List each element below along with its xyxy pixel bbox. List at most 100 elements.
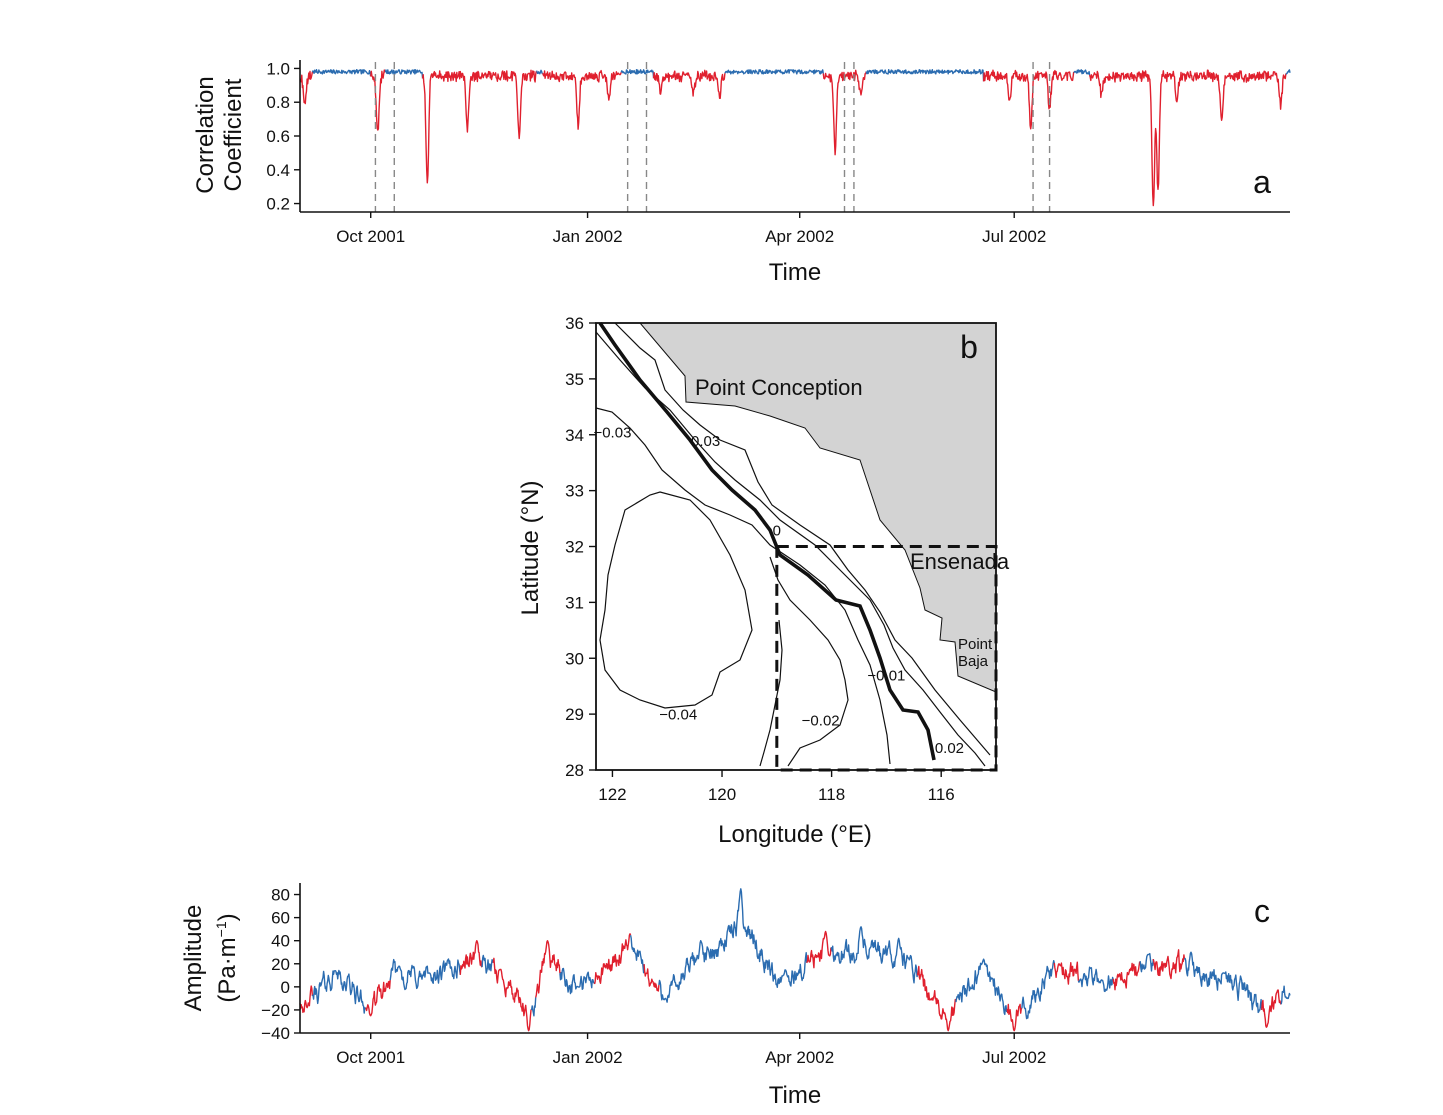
panel-c-ylabel-unit: (Pa·m [214, 937, 241, 1002]
panel-c-low-segment [806, 930, 832, 969]
panel-b-ylabel: Latitude (°N) [517, 481, 544, 616]
panel-c-high-segment [389, 958, 461, 991]
panel-a: 1.0 0.8 0.6 0.4 0.2 Oct 2001 Jan 2002 Apr 2002… [192, 59, 1291, 286]
panel-b-letter: b [960, 329, 978, 365]
panel-a-y-ticks: 1.0 0.8 0.6 0.4 0.2 [266, 59, 300, 214]
contour-0.03 [614, 322, 991, 756]
panel-c-ylabel-line2: (Pa·m−1) [213, 913, 241, 1002]
panel-a-low-segment [652, 69, 726, 100]
panel-c-letter: c [1254, 893, 1270, 929]
panel-b-xlabel: Longitude (°E) [718, 821, 872, 848]
panel-c-ylabel-close: ) [214, 913, 241, 921]
panel-c-high-segment [530, 997, 537, 1017]
contour-label: −0.01 [867, 668, 905, 685]
panel-c-ylabel-sup: −1 [213, 921, 229, 937]
x-tick-label: Apr 2002 [765, 227, 834, 246]
contour-label: −0.03 [593, 425, 631, 442]
panel-c-high-segment [629, 935, 645, 974]
contour-label: 0 [773, 522, 781, 539]
panel-a-low-segment [542, 69, 622, 130]
lat-tick-label: 35 [565, 370, 584, 389]
contour-minus-0.03 [595, 407, 891, 765]
lon-tick-label: 118 [818, 785, 845, 804]
panel-c-low-segment [535, 940, 561, 998]
panel-c: 80 60 40 20 0 −20 −40 Oct 2001 Jan 2002 Apr 2002… [180, 883, 1291, 1109]
panel-c-x-ticks: Oct 2001 Jan 2002 Apr 2002 Jul 2002 [336, 1033, 1046, 1067]
lat-tick-label: 36 [565, 314, 584, 333]
y-tick-label: 60 [271, 909, 290, 928]
y-tick-label: 20 [271, 955, 290, 974]
contour-minus-0.04 [599, 491, 753, 709]
x-tick-label: Jan 2002 [553, 1048, 623, 1067]
panel-a-low-segment [370, 69, 386, 131]
panel-c-low-segment [1112, 961, 1141, 991]
lon-tick-label: 122 [598, 785, 626, 804]
panel-c-high-segment [1021, 960, 1055, 1020]
y-tick-label: 0.8 [266, 93, 290, 112]
panel-b: 122 120 118 116 36 35 34 33 32 31 30 29 28 0.03 −0.03… [517, 314, 1010, 848]
label-point-conception: Point Conception [695, 375, 863, 400]
panel-a-event-markers [374, 62, 1051, 212]
lat-tick-label: 33 [565, 482, 584, 501]
panel-a-high-segment [865, 68, 985, 82]
contour-label: −0.04 [659, 707, 697, 724]
panel-a-low-segment [421, 69, 537, 184]
y-tick-label: 0.4 [266, 161, 290, 180]
x-tick-label: Jul 2002 [982, 1048, 1046, 1067]
panel-a-low-segment [982, 69, 1075, 130]
panel-c-high-segment [658, 888, 808, 1003]
panel-c-high-segment [1077, 966, 1114, 993]
map-ticks: 122 120 118 116 36 35 34 33 32 31 30 29 28 [565, 314, 955, 804]
y-tick-label: 40 [271, 932, 290, 951]
x-tick-label: Apr 2002 [765, 1048, 834, 1067]
panel-a-x-ticks: Oct 2001 Jan 2002 Apr 2002 Jul 2002 [336, 212, 1046, 246]
x-tick-label: Oct 2001 [336, 227, 405, 246]
panel-c-low-segment [1053, 961, 1080, 985]
panel-a-xlabel: Time [769, 259, 821, 286]
y-tick-label: −20 [261, 1001, 290, 1020]
panel-c-high-segment [1139, 952, 1154, 973]
y-tick-label: 0.6 [266, 127, 290, 146]
panel-a-high-segment [1073, 69, 1091, 76]
panel-c-high-segment [830, 926, 919, 984]
panel-a-high-segment [1285, 69, 1291, 75]
contour-labels: 0.03 −0.03 0 −0.01 −0.02 −0.04 0.02 [593, 425, 964, 758]
lat-tick-label: 30 [565, 649, 584, 668]
label-point-baja-2: Baja [958, 653, 989, 670]
contour-label: 0.02 [935, 740, 964, 757]
panel-a-high-segment [536, 69, 544, 75]
lat-tick-label: 29 [565, 705, 584, 724]
lon-tick-label: 116 [928, 785, 955, 804]
panel-a-high-segment [311, 68, 372, 77]
lat-tick-label: 31 [565, 593, 584, 612]
contour-minus-0.02 [769, 556, 849, 767]
panel-c-low-segment [1006, 1003, 1023, 1032]
panel-a-low-segment [299, 70, 314, 105]
panel-c-xlabel: Time [769, 1082, 821, 1109]
lon-tick-label: 120 [708, 785, 736, 804]
panel-a-high-segment [384, 69, 424, 79]
panel-c-high-segment [955, 958, 1008, 1016]
panel-a-ylabel-line1: Correlation [192, 76, 219, 193]
panel-c-ylabel-line1: Amplitude [180, 905, 207, 1012]
contour-0.02 [595, 331, 986, 767]
panel-a-high-segment [724, 69, 824, 75]
panel-c-series [299, 888, 1291, 1032]
contour-label: −0.02 [802, 712, 840, 729]
panel-c-low-segment [459, 940, 483, 975]
panel-c-low-segment [492, 957, 532, 1032]
panel-c-low-segment [643, 964, 660, 992]
label-point-baja-1: Point [958, 636, 993, 653]
contour-label: 0.03 [691, 433, 720, 450]
y-tick-label: 0 [281, 978, 290, 997]
panel-c-high-segment [311, 969, 367, 1014]
panel-a-high-segment [620, 68, 655, 79]
contour-lines [595, 321, 991, 767]
x-tick-label: Jul 2002 [982, 227, 1046, 246]
panel-c-high-segment [481, 954, 494, 974]
panel-c-high-segment [559, 967, 596, 995]
lat-tick-label: 34 [565, 426, 584, 445]
y-tick-label: 0.2 [266, 195, 290, 214]
y-tick-label: 80 [271, 886, 290, 905]
